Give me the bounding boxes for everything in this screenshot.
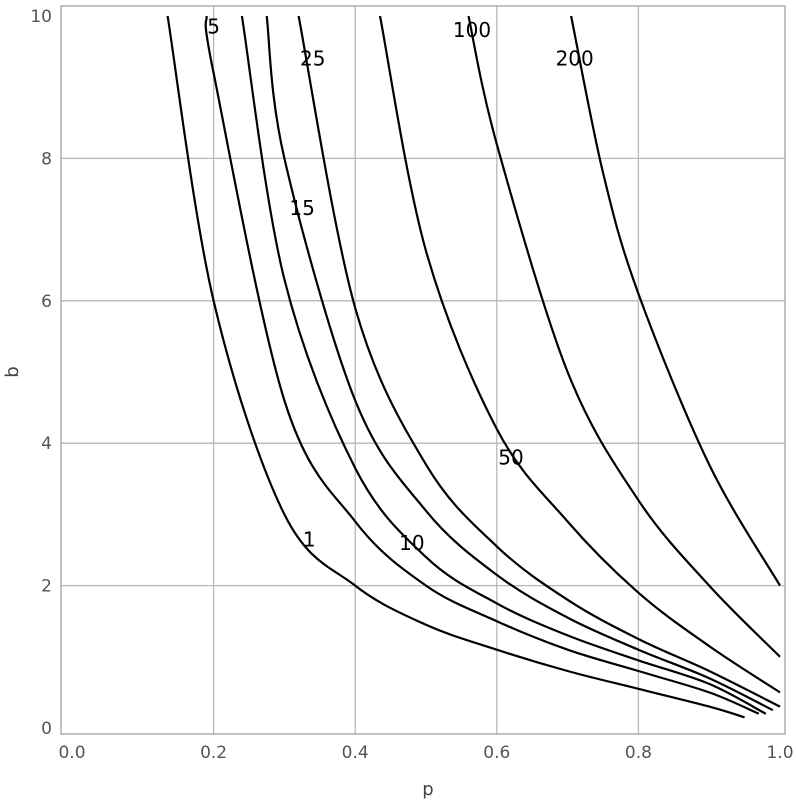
contour-line-10: [240, 15, 767, 715]
contour-line-1: [166, 15, 745, 719]
y-tick-label: 10: [30, 7, 52, 27]
x-axis-label: p: [422, 779, 433, 800]
y-tick-label: 4: [41, 434, 52, 454]
y-axis-ticks: 0 2 4 6 8 10: [30, 7, 52, 739]
contour-label-15: 15: [289, 196, 314, 220]
y-tick-label: 2: [41, 577, 52, 597]
contour-line-100: [467, 15, 781, 658]
x-tick-label: 1.0: [766, 743, 793, 763]
contour-line-5: [204, 15, 760, 715]
contour-line-50: [378, 15, 781, 694]
x-tick-label: 0.2: [200, 743, 227, 763]
contour-lines: [166, 15, 781, 719]
contour-label-50: 50: [498, 445, 523, 469]
contour-label-1: 1: [303, 527, 316, 551]
y-tick-label: 0: [41, 719, 52, 739]
contour-label-100: 100: [453, 18, 491, 42]
x-tick-label: 0.6: [483, 743, 510, 763]
contour-label-200: 200: [556, 47, 594, 71]
y-tick-label: 6: [41, 292, 52, 312]
x-tick-label: 0.4: [342, 743, 369, 763]
contour-label-5: 5: [207, 15, 220, 39]
contour-label-10: 10: [399, 531, 424, 555]
grid: [61, 6, 785, 734]
contour-line-200: [570, 15, 781, 587]
contour-label-25: 25: [300, 47, 325, 71]
x-tick-label: 0.8: [625, 743, 652, 763]
plot-frame: [60, 5, 786, 735]
contour-line-15: [265, 15, 774, 712]
x-axis-ticks: 0.0 0.2 0.4 0.6 0.8 1.0: [58, 743, 793, 763]
y-axis-label: b: [2, 366, 23, 377]
y-tick-label: 8: [41, 149, 52, 169]
contour-line-25: [297, 15, 781, 708]
x-tick-label: 0.0: [58, 743, 85, 763]
